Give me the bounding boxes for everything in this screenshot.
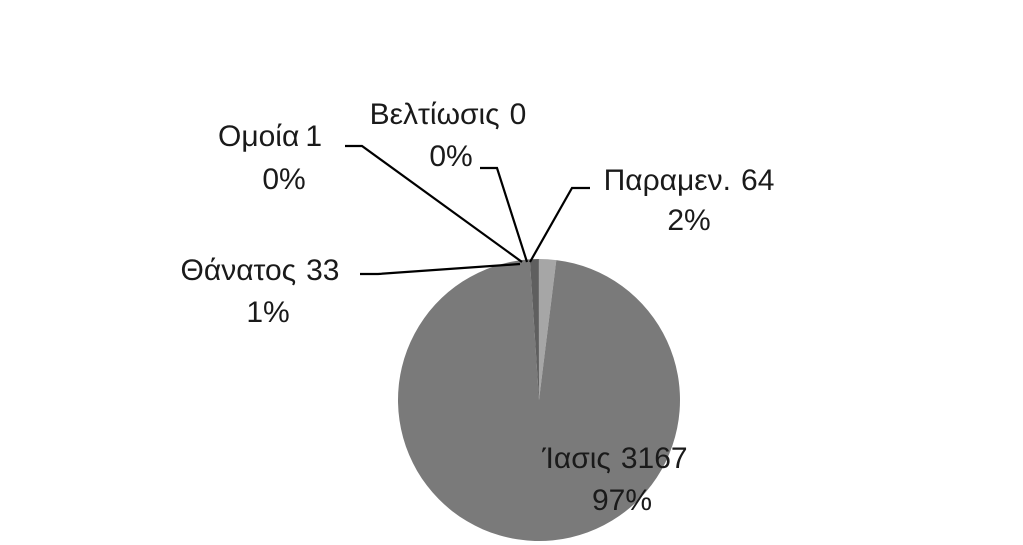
slice-value-veltiosis: 0 [510, 98, 527, 131]
leader-line-omoia [345, 144, 523, 263]
leader-lines [345, 144, 590, 276]
leader-line-paramen [529, 186, 590, 263]
data-label-paramen: Παραμεν. 64 [604, 164, 775, 197]
leader-line-thanatos [360, 262, 521, 276]
pie-slice-0 [539, 259, 557, 400]
slice-value-iasis: 3167 [621, 442, 688, 475]
data-label-thanatos: Θάνατος 33 [181, 254, 340, 287]
slice-name-omoia: Ομοία [218, 120, 299, 153]
data-label-omoia-percent: 0% [262, 163, 305, 196]
slice-value-thanatos: 33 [306, 254, 339, 287]
pie-slice-2 [529, 259, 539, 400]
pie-slices [398, 259, 680, 541]
data-label-omoia: Ομοία 1 [218, 120, 322, 153]
leader-line-veltiosis [480, 166, 529, 263]
data-labels: Παραμεν. 64 2% Βελτίωσις 0 0% Ομοία 1 0% Θά… [181, 98, 775, 517]
slice-name-veltiosis: Βελτίωσις [370, 98, 500, 131]
data-label-veltiosis: Βελτίωσις 0 [370, 98, 527, 131]
data-label-iasis: Ίασις 3167 [541, 442, 687, 475]
slice-name-paramen: Παραμεν. [604, 164, 731, 197]
data-label-iasis-percent: 97% [592, 484, 652, 517]
slice-name-iasis: Ίασις [541, 442, 611, 475]
slice-value-paramen: 64 [741, 164, 774, 197]
slice-value-omoia: 1 [305, 120, 322, 153]
data-label-veltiosis-percent: 0% [429, 140, 472, 173]
slice-name-thanatos: Θάνατος [181, 254, 297, 287]
data-label-paramen-percent: 2% [667, 204, 710, 237]
data-label-thanatos-percent: 1% [246, 296, 289, 329]
pie-slice-1 [398, 259, 680, 541]
